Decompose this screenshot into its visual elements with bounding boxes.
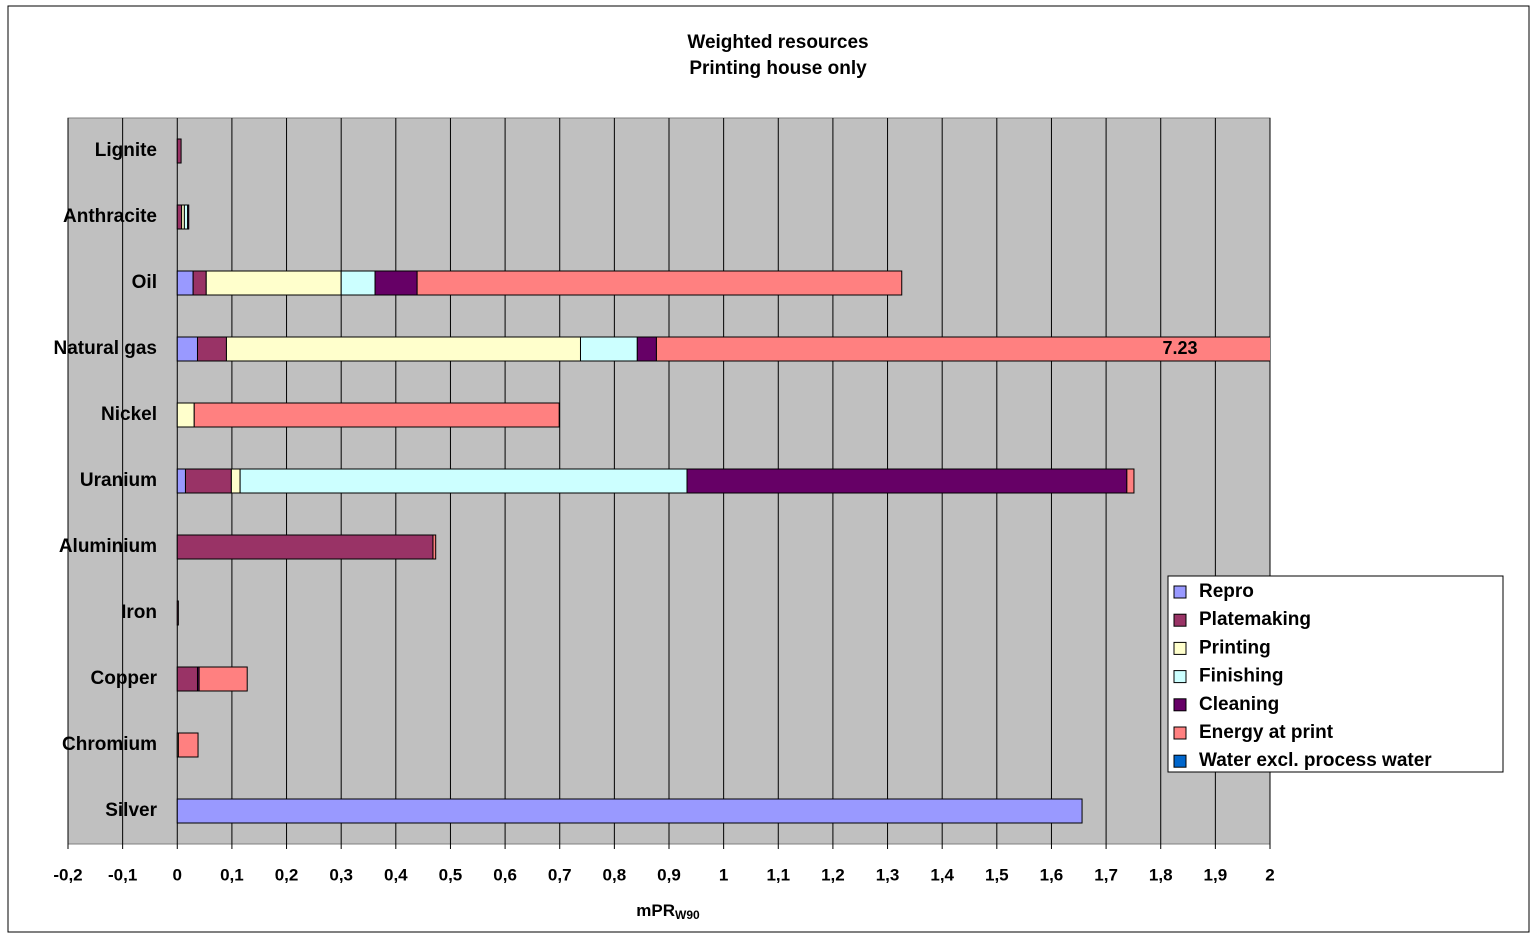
x-tick-label: -0,2 xyxy=(53,865,82,884)
chart-subtitle: Printing house only xyxy=(689,58,867,79)
legend-label: Repro xyxy=(1199,581,1254,602)
bar-segment xyxy=(239,468,688,494)
y-tick-label: Chromium xyxy=(62,734,157,755)
bar-segment xyxy=(176,270,194,296)
y-tick-label: Aluminium xyxy=(59,536,157,557)
bar-segment xyxy=(416,270,903,296)
x-axis-title: mPRW90 xyxy=(636,901,700,922)
legend-label: Platemaking xyxy=(1199,609,1311,630)
x-tick-label: 0,8 xyxy=(603,865,627,884)
labels: -0,2 -0,1 0 0,1 0,2 0,3 0,4 0,5 0,6 0,7 0,8 0,9 1 1,1… xyxy=(53,140,1504,884)
bars xyxy=(176,138,1270,824)
bar-segment xyxy=(176,336,198,362)
bar-segment xyxy=(177,732,199,758)
legend-swatch xyxy=(1173,754,1187,768)
y-tick-label: Natural gas xyxy=(54,338,157,359)
legend-label: Cleaning xyxy=(1199,694,1279,715)
y-tick-label: Nickel xyxy=(101,404,157,425)
y-tick-label: Iron xyxy=(121,602,157,623)
bar-segment xyxy=(193,402,560,428)
x-axis-title-main: mPR xyxy=(636,901,675,920)
x-tick-label: 1,3 xyxy=(876,865,900,884)
y-tick-label: Uranium xyxy=(80,470,157,491)
x-tick-label: 2 xyxy=(1265,865,1274,884)
x-tick-label: 1,4 xyxy=(930,865,954,884)
bar-segment xyxy=(176,666,198,692)
bar-segment xyxy=(1126,468,1135,494)
chart-title: Weighted resources xyxy=(687,32,868,53)
legend-label: Printing xyxy=(1199,637,1271,658)
bar-segment xyxy=(176,138,182,164)
legend-label: Energy at print xyxy=(1199,722,1334,743)
bar-annotation: 7.23 xyxy=(1162,338,1197,358)
legend-swatch xyxy=(1173,698,1187,712)
bar-segment xyxy=(374,270,418,296)
x-tick-label: 1,1 xyxy=(766,865,790,884)
legend-swatch xyxy=(1173,585,1187,599)
bar-segment xyxy=(655,336,1270,362)
y-tick-label: Lignite xyxy=(95,140,157,161)
y-tick-label: Anthracite xyxy=(63,206,157,227)
legend-swatch xyxy=(1173,726,1187,740)
x-tick-label: 0,4 xyxy=(384,865,408,884)
bar-segment xyxy=(192,270,207,296)
y-tick-label: Silver xyxy=(105,800,157,821)
x-tick-label: 0,7 xyxy=(548,865,572,884)
bar-segment xyxy=(176,204,183,230)
x-tick-label: 0,5 xyxy=(439,865,463,884)
bar-segment xyxy=(579,336,638,362)
x-tick-label: 1,7 xyxy=(1094,865,1118,884)
x-tick-label: 1 xyxy=(719,865,728,884)
bar-segment xyxy=(636,336,657,362)
x-tick-label: 0,1 xyxy=(220,865,244,884)
x-tick-label: 1,8 xyxy=(1149,865,1173,884)
bar-segment xyxy=(184,468,232,494)
legend-label: Finishing xyxy=(1199,666,1283,687)
x-tick-label: 0,2 xyxy=(275,865,299,884)
x-tick-label: -0,1 xyxy=(108,865,137,884)
bar-segment xyxy=(176,468,186,494)
x-tick-label: 1,5 xyxy=(985,865,1009,884)
bar-segment xyxy=(225,336,581,362)
y-tick-label: Oil xyxy=(132,272,157,293)
bar-segment xyxy=(187,204,190,230)
bar-segment xyxy=(432,534,437,560)
x-tick-label: 0 xyxy=(173,865,182,884)
x-tick-label: 0,9 xyxy=(657,865,681,884)
bar-segment xyxy=(176,534,434,560)
bar-segment xyxy=(176,798,1083,824)
x-tick-label: 0,6 xyxy=(493,865,517,884)
x-tick-label: 1,6 xyxy=(1040,865,1064,884)
y-tick-label: Copper xyxy=(91,668,158,689)
legend-swatch xyxy=(1173,641,1187,655)
x-axis-title-sub: W90 xyxy=(675,908,700,922)
legend-box xyxy=(1167,575,1504,773)
bar-segment xyxy=(198,666,248,692)
bar-segment xyxy=(230,468,241,494)
bar-segment xyxy=(205,270,342,296)
x-tick-label: 1,2 xyxy=(821,865,845,884)
legend-swatch xyxy=(1173,613,1187,627)
bar-segment xyxy=(196,336,227,362)
legend-label: Water excl. process water xyxy=(1199,750,1432,771)
bar-segment xyxy=(176,600,179,626)
bar-segment xyxy=(176,402,195,428)
x-tick-label: 0,3 xyxy=(329,865,353,884)
legend-swatch xyxy=(1173,670,1187,684)
bar-segment xyxy=(686,468,1128,494)
x-tick-label: 1,9 xyxy=(1204,865,1228,884)
bar-segment xyxy=(340,270,376,296)
